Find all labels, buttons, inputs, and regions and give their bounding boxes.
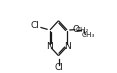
Text: Cl: Cl (54, 63, 63, 72)
Text: CH₃: CH₃ (82, 32, 95, 38)
Text: CH₂: CH₂ (76, 27, 89, 33)
Text: Cl: Cl (31, 21, 40, 30)
Text: N: N (47, 42, 53, 51)
Text: O: O (73, 25, 79, 34)
Text: N: N (64, 42, 70, 51)
